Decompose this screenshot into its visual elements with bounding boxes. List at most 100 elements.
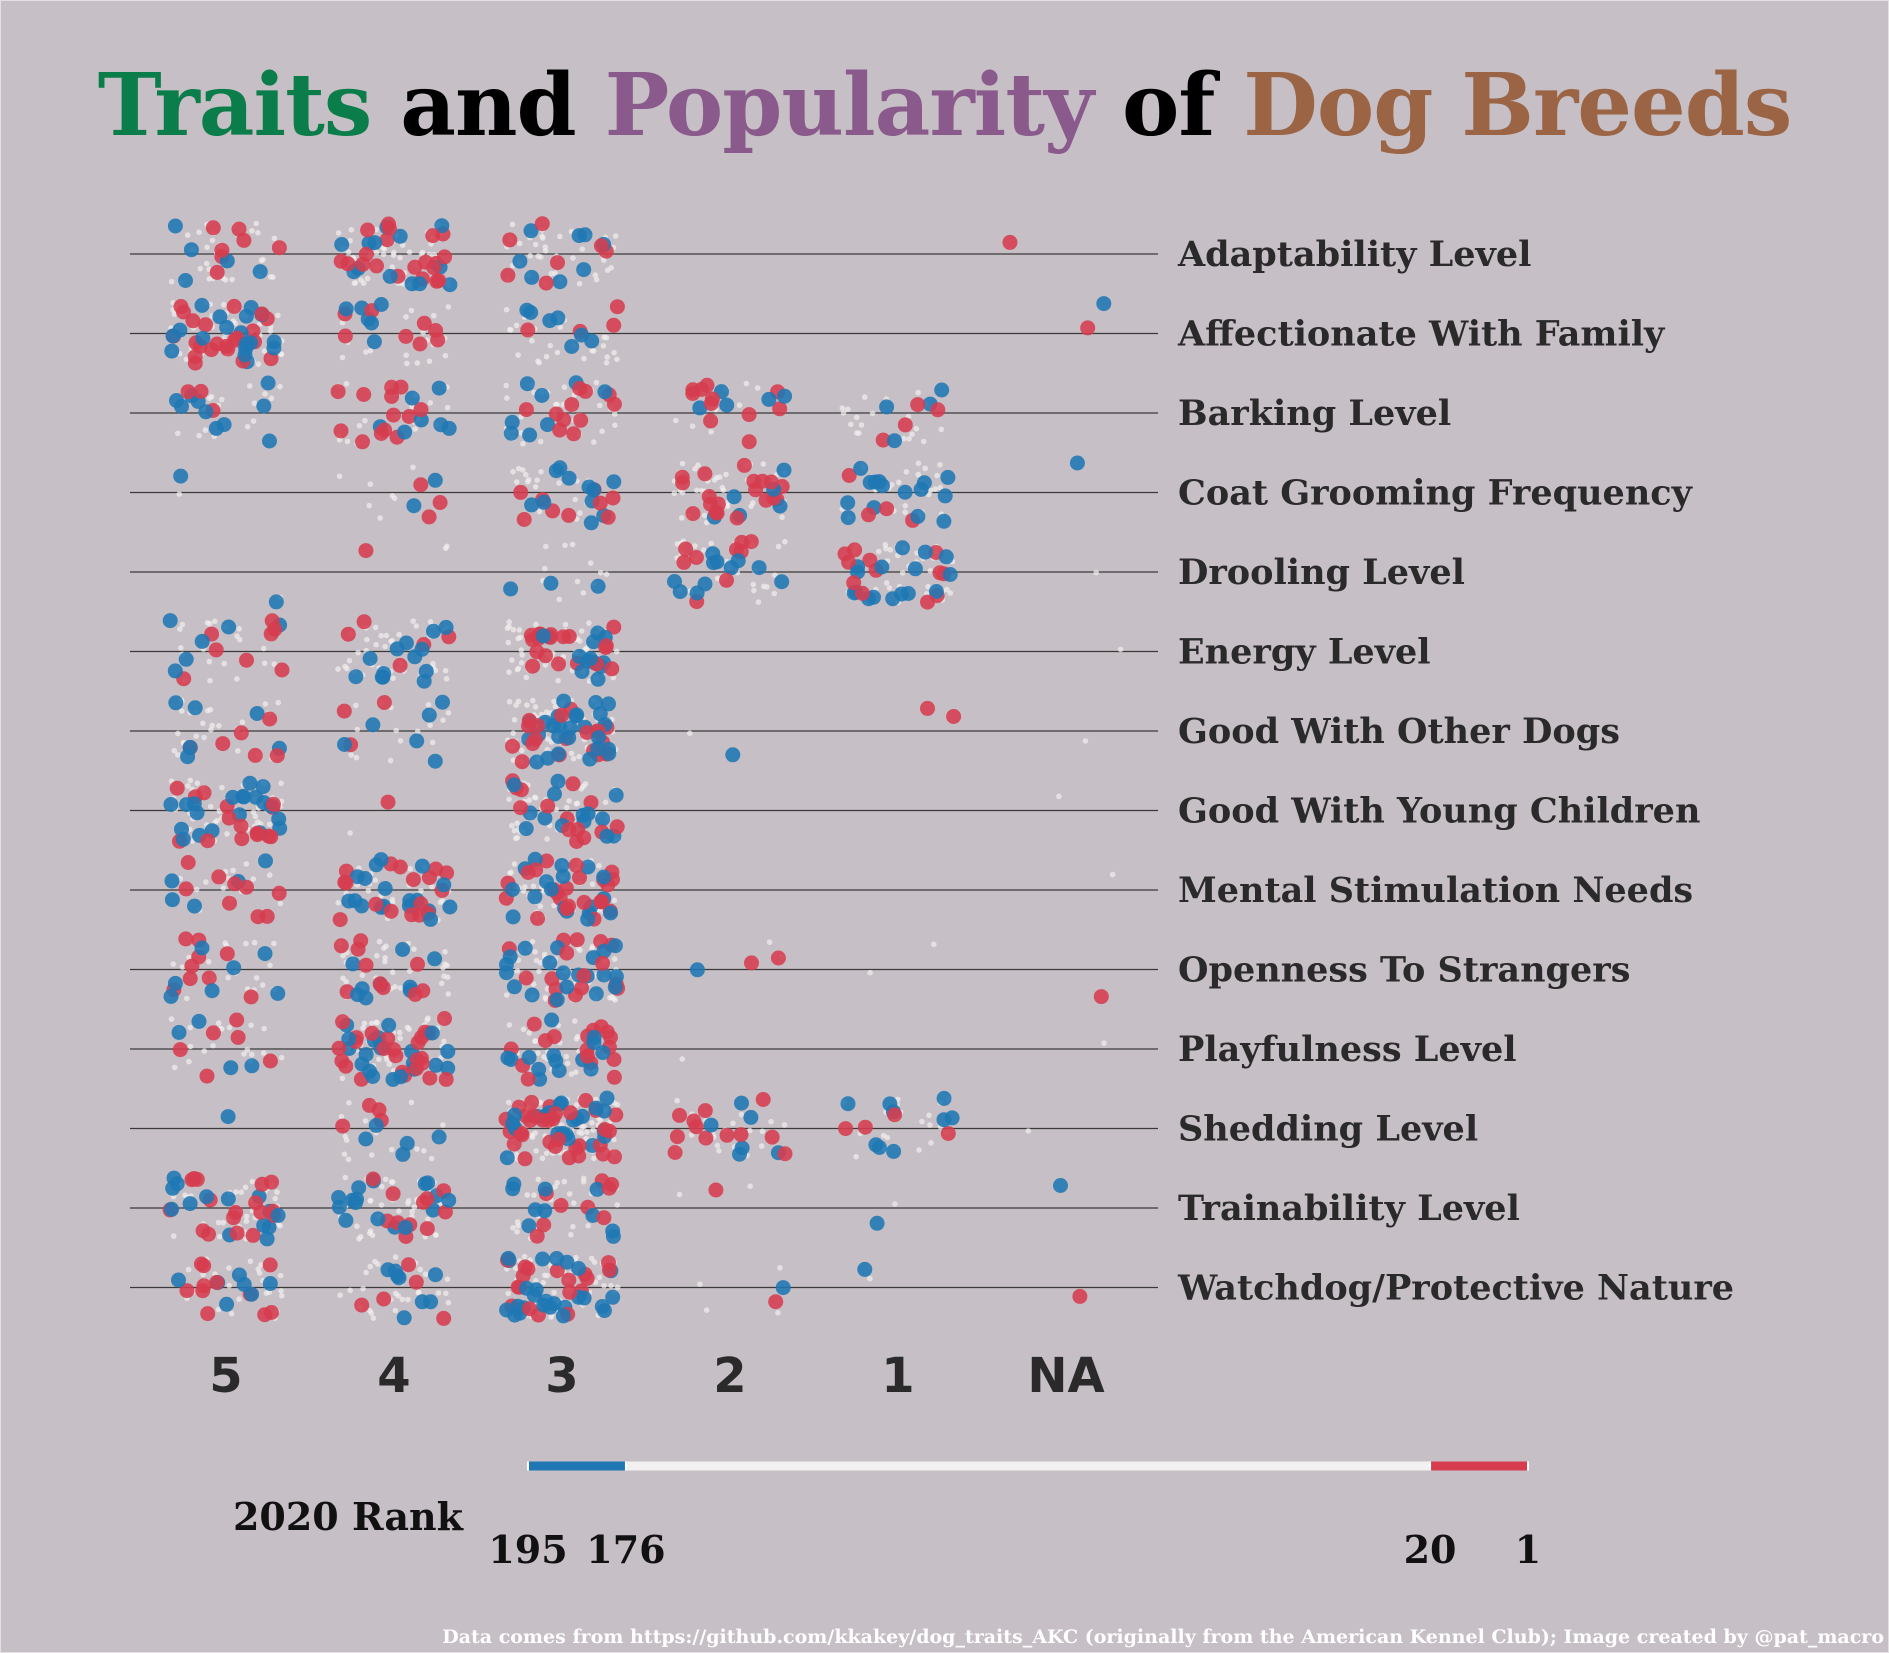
data-point	[676, 1191, 683, 1198]
data-point	[547, 786, 562, 802]
data-point	[926, 1112, 932, 1119]
data-point	[561, 822, 577, 838]
data-point	[596, 943, 612, 959]
data-point	[764, 1129, 780, 1145]
data-point	[367, 235, 383, 251]
data-point	[896, 479, 902, 486]
data-point	[574, 1108, 590, 1124]
data-point	[777, 388, 793, 404]
data-point	[674, 1097, 680, 1104]
data-point	[907, 561, 923, 577]
data-point	[351, 280, 358, 287]
data-point	[348, 669, 364, 685]
data-point	[211, 869, 227, 885]
data-point	[886, 585, 893, 591]
data-point	[544, 1012, 560, 1028]
data-point	[922, 465, 928, 472]
data-point	[542, 313, 558, 329]
data-point	[256, 1217, 272, 1233]
data-point	[518, 647, 524, 653]
data-point	[182, 739, 198, 755]
data-point	[511, 827, 518, 834]
data-point	[550, 255, 565, 271]
data-point	[505, 1115, 521, 1131]
data-point	[699, 377, 715, 393]
data-point	[577, 510, 583, 516]
data-point	[365, 717, 381, 733]
data-point	[848, 421, 854, 428]
data-point	[405, 872, 421, 888]
data-point	[556, 693, 572, 709]
data-point	[853, 460, 869, 476]
data-point	[348, 227, 355, 233]
data-point	[164, 873, 180, 889]
data-point	[419, 1221, 435, 1237]
data-point	[678, 515, 685, 521]
data-point	[346, 1100, 352, 1106]
data-point	[358, 1131, 374, 1147]
data-point	[515, 1268, 531, 1284]
data-point	[570, 755, 577, 762]
data-point	[443, 676, 450, 682]
data-point	[436, 877, 452, 893]
data-point	[940, 469, 956, 485]
data-point	[204, 983, 220, 999]
data-point	[187, 355, 203, 371]
data-point	[399, 1135, 415, 1151]
row-label: Affectionate With Family	[1177, 314, 1666, 355]
data-point	[354, 1056, 370, 1072]
data-point	[404, 276, 420, 292]
data-point	[342, 1133, 349, 1140]
data-point	[250, 876, 257, 882]
data-point	[504, 414, 520, 430]
data-point	[184, 232, 191, 238]
data-point	[194, 780, 201, 786]
data-point	[596, 862, 602, 869]
data-point	[184, 995, 190, 1002]
legend-tick-label: 176	[586, 1527, 665, 1572]
data-point	[425, 702, 432, 708]
data-point	[775, 543, 782, 550]
data-point	[535, 1050, 541, 1056]
data-point	[522, 1301, 537, 1317]
data-point	[378, 632, 385, 639]
data-point	[531, 1192, 537, 1198]
data-point	[611, 349, 617, 356]
data-point	[396, 1310, 412, 1326]
data-point	[588, 986, 604, 1002]
data-point	[228, 1310, 235, 1317]
data-point	[421, 707, 437, 723]
data-point	[208, 727, 214, 733]
data-point	[605, 1223, 621, 1239]
data-point	[257, 946, 273, 962]
data-point	[249, 827, 265, 843]
data-point	[253, 220, 259, 227]
data-point	[393, 1069, 408, 1085]
data-point	[428, 1267, 443, 1283]
data-point	[233, 725, 249, 741]
data-point	[234, 831, 250, 847]
data-point	[563, 1105, 578, 1121]
data-point	[397, 738, 404, 744]
data-point	[599, 1024, 615, 1040]
data-point	[182, 971, 198, 987]
data-point	[362, 1097, 377, 1113]
data-point	[191, 1013, 207, 1029]
data-point	[573, 801, 580, 807]
data-point	[555, 677, 561, 684]
data-point	[505, 738, 520, 754]
data-point	[357, 871, 373, 886]
data-point	[518, 970, 534, 986]
data-point	[897, 417, 913, 433]
data-point	[383, 943, 389, 949]
data-point	[383, 903, 399, 919]
data-point	[331, 1190, 347, 1205]
data-point	[397, 1035, 404, 1041]
data-point	[576, 262, 592, 278]
data-point	[414, 858, 430, 874]
data-point	[261, 828, 277, 844]
data-point	[528, 1132, 535, 1139]
data-point	[614, 1102, 621, 1108]
data-point	[206, 658, 213, 665]
data-point	[596, 1210, 612, 1226]
